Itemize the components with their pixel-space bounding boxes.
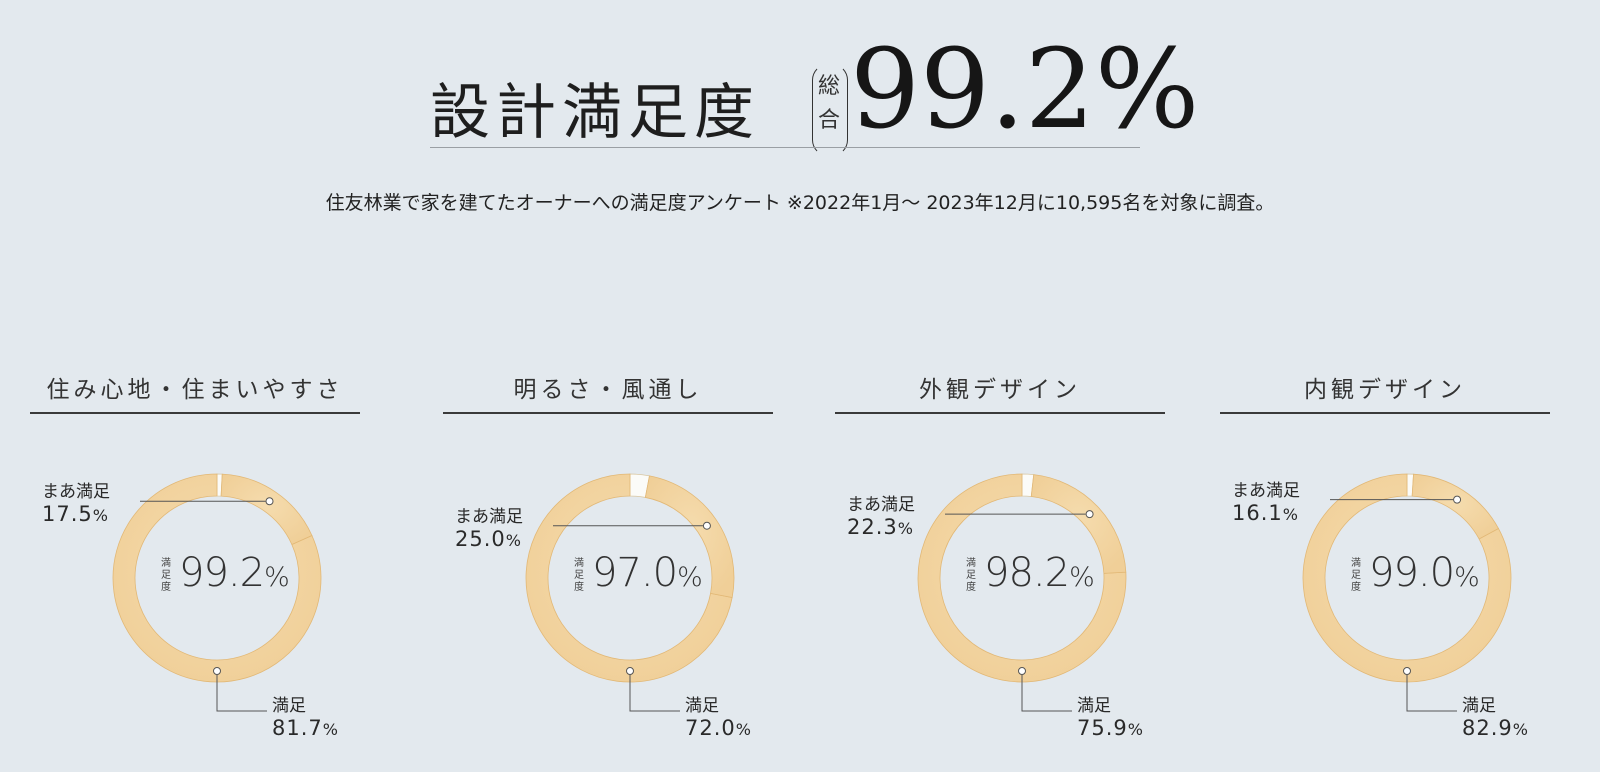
chart-title: 明るさ・風通し xyxy=(513,377,703,403)
series-value: 16.1 xyxy=(1232,500,1283,525)
center-number: 97.0 xyxy=(592,550,678,596)
slice-somewhat-satisfied xyxy=(1030,474,1127,574)
center-value: 99.2% xyxy=(179,550,290,596)
donut-chart xyxy=(1302,473,1512,712)
series-unit: % xyxy=(1512,720,1528,739)
center-total: 満足度 97.0% xyxy=(570,550,730,620)
label-satisfied: 満足 81.7% xyxy=(272,691,338,740)
center-label: 満足度 xyxy=(966,558,976,593)
center-label: 満足度 xyxy=(1351,558,1361,593)
donut-chart xyxy=(112,473,322,712)
chart-title: 住み心地・住まいやすさ xyxy=(46,377,344,403)
series-value: 22.3 xyxy=(847,515,898,540)
series-name: まあ満足 xyxy=(455,506,523,527)
center-label: 満足度 xyxy=(161,558,171,593)
center-value: 98.2% xyxy=(984,550,1095,596)
slice-satisfied xyxy=(1302,473,1512,683)
leader-line-satisfied xyxy=(1406,675,1457,712)
center-unit: % xyxy=(1069,562,1095,593)
series-value: 25.0 xyxy=(455,526,506,551)
chart-panel-comfort: 住み心地・住まいやすさ まあ満足 17.5% 満足 81.7% 満足度 99.2% xyxy=(30,370,360,772)
series-name: 満足 xyxy=(685,696,719,716)
chart-panel-exterior: 外観デザイン まあ満足 22.3% 満足 75.9% 満足度 98.2% xyxy=(835,370,1165,772)
overall-percent: 99.2% xyxy=(850,25,1200,153)
hero-title: 設計満足度 総合 99.2% xyxy=(430,24,1199,156)
chart-title-rule xyxy=(1220,412,1550,414)
series-unit: % xyxy=(92,506,108,526)
center-number: 99.2 xyxy=(179,550,265,596)
leader-dot xyxy=(1085,510,1094,519)
leader-line-satisfied xyxy=(1021,675,1072,712)
center-value: 99.0% xyxy=(1369,550,1480,596)
series-name: 満足 xyxy=(1462,696,1496,716)
slice-satisfied xyxy=(112,473,322,683)
series-unit: % xyxy=(1127,720,1143,739)
page-title: 設計満足度 xyxy=(430,78,760,148)
center-value: 97.0% xyxy=(592,550,703,596)
series-unit: % xyxy=(505,530,521,550)
donut-chart xyxy=(525,473,735,712)
center-number: 99.0 xyxy=(1369,550,1455,596)
chart-title-rule xyxy=(443,412,773,414)
series-name: まあ満足 xyxy=(1232,480,1300,501)
leader-dot xyxy=(213,667,221,675)
series-value: 17.5 xyxy=(42,502,93,527)
center-unit: % xyxy=(1454,562,1480,593)
leader-dot xyxy=(1403,667,1411,675)
series-unit: % xyxy=(897,519,913,539)
series-unit: % xyxy=(322,720,338,739)
center-number: 98.2 xyxy=(984,550,1070,596)
center-unit: % xyxy=(677,562,703,593)
label-somewhat-satisfied: まあ満足 22.3% xyxy=(847,490,915,539)
center-total: 満足度 98.2% xyxy=(962,550,1122,620)
center-label: 満足度 xyxy=(574,558,584,593)
series-name: 満足 xyxy=(1077,696,1111,716)
chart-title-rule xyxy=(835,412,1165,414)
series-unit: % xyxy=(735,720,751,739)
chart-title-rule xyxy=(30,412,360,414)
label-somewhat-satisfied: まあ満足 16.1% xyxy=(1232,476,1300,525)
label-satisfied: 満足 82.9% xyxy=(1462,691,1528,740)
survey-note: 住友林業で家を建てたオーナーへの満足度アンケート ※2022年1月〜 2023年… xyxy=(325,192,1275,214)
series-name: まあ満足 xyxy=(42,482,110,503)
leader-line-satisfied xyxy=(629,675,680,712)
title-divider xyxy=(430,147,1140,148)
center-total: 満足度 99.0% xyxy=(1347,550,1507,620)
slice-somewhat-satisfied xyxy=(1411,473,1499,540)
center-unit: % xyxy=(264,562,290,593)
title-tag: 総合 xyxy=(817,74,840,133)
series-value: 82.9 xyxy=(1462,716,1513,740)
series-unit: % xyxy=(1282,504,1298,524)
slice-somewhat-satisfied xyxy=(220,473,313,546)
center-total: 満足度 99.2% xyxy=(157,550,317,620)
label-somewhat-satisfied: まあ満足 25.0% xyxy=(455,502,523,551)
label-satisfied: 満足 72.0% xyxy=(685,691,751,740)
series-name: 満足 xyxy=(272,696,306,716)
series-name: まあ満足 xyxy=(847,495,915,516)
title-tag-parentheses xyxy=(812,64,848,156)
chart-title: 外観デザイン xyxy=(919,377,1081,403)
chart-panel-interior: 内観デザイン まあ満足 16.1% 満足 82.9% 満足度 99.0% xyxy=(1220,370,1550,772)
leader-dot xyxy=(265,497,274,506)
leader-dot xyxy=(626,667,634,675)
leader-line-satisfied xyxy=(216,675,267,712)
label-somewhat-satisfied: まあ満足 17.5% xyxy=(42,477,110,526)
series-value: 75.9 xyxy=(1077,716,1128,740)
series-value: 72.0 xyxy=(685,716,736,740)
slice-satisfied xyxy=(917,473,1127,683)
slice-somewhat-satisfied xyxy=(644,475,735,598)
leader-dot xyxy=(1453,495,1462,504)
leader-dot xyxy=(702,521,711,530)
donut-chart xyxy=(917,473,1127,712)
leader-dot xyxy=(1018,667,1026,675)
label-satisfied: 満足 75.9% xyxy=(1077,691,1143,740)
chart-title: 内観デザイン xyxy=(1304,377,1466,403)
chart-panel-brightness: 明るさ・風通し まあ満足 25.0% 満足 72.0% 満足度 97.0% xyxy=(443,370,773,772)
slice-satisfied xyxy=(525,473,733,683)
series-value: 81.7 xyxy=(272,716,323,740)
